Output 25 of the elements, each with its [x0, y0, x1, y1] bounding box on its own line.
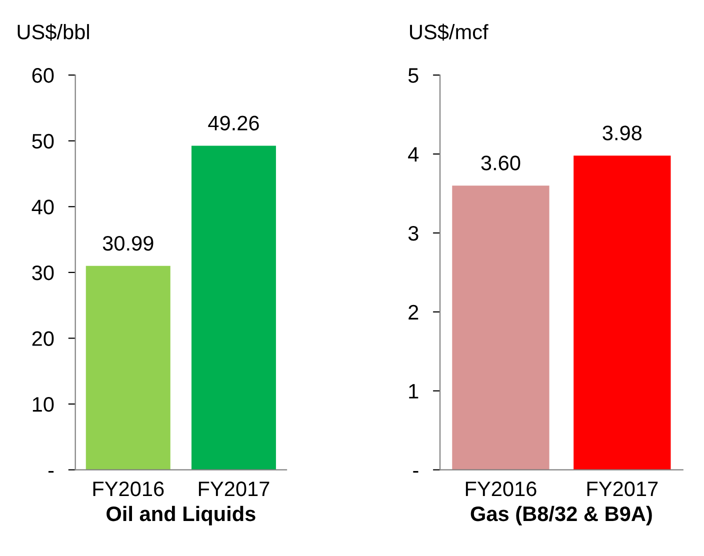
y-tick-label: 5 — [408, 68, 418, 83]
y-tick-label: 1 — [409, 384, 418, 398]
x-tick-label: FY2017 — [587, 481, 658, 496]
x-axis-title: Gas (B8/32 & B9A) — [470, 506, 652, 526]
x-tick-label: FY2016 — [466, 481, 536, 496]
y-tick-label: 20 — [32, 331, 54, 346]
data-label: 49.26 — [208, 116, 259, 130]
y-tick-label: 60 — [32, 68, 54, 83]
y-axis-title: US$/bbl — [18, 24, 89, 41]
y-tick-label: 10 — [32, 397, 54, 412]
y-tick-label: - — [413, 471, 418, 473]
data-label: 3.60 — [481, 156, 520, 170]
y-tick-label: 30 — [32, 265, 54, 280]
y-tick-label: 3 — [408, 226, 418, 241]
x-tick-label: FY2017 — [198, 481, 270, 496]
x-tick-label: FY2016 — [93, 481, 164, 496]
y-tick-label: 50 — [32, 134, 54, 149]
y-tick-label: - — [48, 471, 54, 473]
y-tick-label: 4 — [408, 147, 419, 162]
data-label: 3.98 — [602, 126, 642, 140]
y-tick-label: 40 — [32, 200, 54, 214]
y-axis-title: US$/mcf — [410, 24, 488, 41]
data-label: 30.99 — [102, 236, 154, 251]
x-axis-title: Oil and Liquids — [106, 506, 256, 526]
y-tick-label: 2 — [408, 304, 418, 320]
